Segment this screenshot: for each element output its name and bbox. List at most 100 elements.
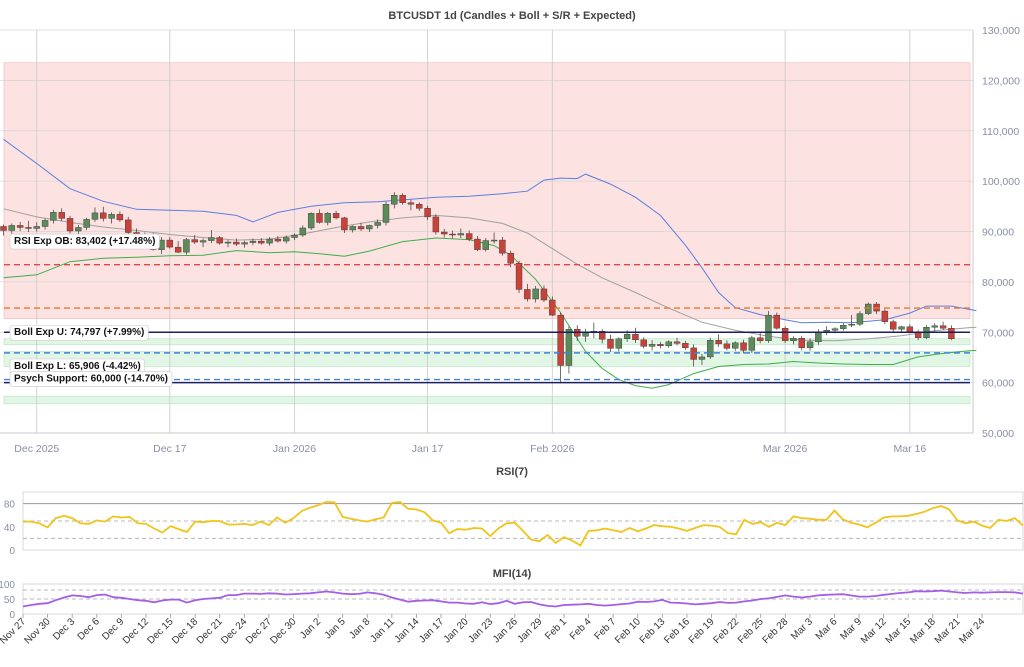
candle: [615, 337, 623, 352]
candle-body-up: [482, 240, 489, 250]
candle-body-down: [781, 328, 789, 342]
candle-body-down: [25, 227, 32, 229]
candle-body-down: [557, 314, 564, 366]
bollinger-lower-line: [3, 237, 977, 389]
candle: [374, 219, 381, 229]
candle: [41, 218, 49, 230]
mfi-x-tick-label: Jan 20: [442, 616, 471, 645]
candle: [116, 211, 124, 222]
candle-body-down: [432, 216, 440, 233]
price-x-tick-label: Dec 17: [153, 443, 186, 455]
candle-body-up: [748, 337, 756, 351]
candle: [865, 302, 872, 316]
candle-body-down: [507, 252, 514, 264]
candle-body-up: [707, 340, 714, 358]
mfi-x-tick-label: Feb 13: [638, 616, 668, 646]
candle-body-up: [208, 237, 215, 241]
candle-body-up: [815, 331, 822, 343]
candle: [216, 236, 223, 245]
price-y-tick-label: 70,000: [982, 327, 1014, 339]
candle: [307, 212, 315, 230]
candle: [266, 237, 273, 246]
mfi-x-tick-label: Feb 28: [761, 616, 791, 646]
annotation-label: Psych Support: 60,000 (-14.70%): [14, 374, 168, 385]
mfi-x-tick-label: Jan 26: [491, 616, 520, 645]
mfi-x-tick-label: Mar 3: [789, 616, 815, 642]
candle-body-down: [773, 314, 780, 329]
candle-body-down: [939, 325, 947, 329]
candle: [524, 283, 531, 302]
resistance-zone-0: [3, 62, 971, 319]
mfi-x-tick-label: Feb 22: [711, 616, 741, 646]
candle: [91, 207, 99, 222]
candle: [224, 240, 232, 248]
candle-body-down: [258, 240, 265, 244]
annotation-label: Boll Exp L: 65,906 (-4.42%): [14, 361, 141, 372]
candle: [632, 327, 639, 343]
rsi-panel-title: RSI(7): [496, 466, 528, 478]
candle-body-down: [499, 239, 506, 254]
candle: [274, 236, 282, 243]
candle-body-up: [291, 234, 298, 238]
candle: [557, 312, 564, 383]
candle: [440, 228, 448, 238]
mfi-x-tick-label: Dec 30: [268, 616, 298, 646]
mfi-x-tick-label: Dec 3: [51, 616, 78, 643]
candle-body-up: [765, 314, 772, 342]
price-x-tick-label: Dec 2025: [14, 443, 59, 455]
mfi-panel-y-tick-label: 100: [0, 580, 15, 591]
candle: [16, 221, 24, 231]
price-y-tick-label: 80,000: [982, 277, 1014, 289]
candle: [0, 224, 7, 236]
candle-body-down: [948, 328, 955, 339]
candle: [773, 312, 780, 330]
candle-body-up: [391, 195, 398, 205]
mfi-x-tick-label: Dec 6: [76, 616, 103, 643]
candle-body-up: [183, 239, 190, 253]
candle-body-up: [33, 226, 40, 229]
candle-body-up: [8, 225, 16, 231]
bollinger-mid-line: [3, 208, 977, 342]
rsi-panel-line: [23, 500, 1024, 547]
candle-body-down: [125, 219, 132, 233]
candle: [416, 202, 423, 211]
candle-body-down: [332, 213, 340, 219]
candle: [241, 240, 248, 248]
candle-body-down: [474, 238, 481, 250]
mfi-x-tick-label: Feb 4: [568, 616, 594, 642]
candle-body-down: [881, 310, 889, 322]
candle: [8, 223, 16, 234]
candle: [790, 336, 797, 345]
candle: [490, 232, 498, 244]
mfi-x-tick-label: Jan 14: [393, 616, 422, 645]
price-y-tick-label: 60,000: [982, 378, 1014, 390]
rsi-panel-y-tick-label: 0: [9, 546, 15, 557]
candle: [465, 230, 473, 242]
bollinger-upper-line: [3, 138, 977, 324]
candle: [341, 216, 348, 234]
price-y-tick-label: 120,000: [982, 75, 1020, 87]
mfi-panel-y-tick-label: 50: [4, 595, 16, 606]
candle: [732, 341, 739, 351]
candle-body-up: [457, 233, 465, 236]
candle-body-down: [632, 334, 639, 341]
mfi-x-tick-label: Dec 12: [121, 616, 151, 646]
price-x-tick-label: Feb 2026: [530, 443, 575, 455]
candle: [183, 238, 190, 255]
candle: [474, 236, 481, 252]
candle: [125, 216, 132, 235]
candle: [482, 238, 489, 252]
candle: [540, 285, 548, 303]
candle-body-down: [798, 338, 805, 349]
candle: [166, 237, 174, 249]
candle-body-up: [732, 342, 739, 349]
candle: [690, 344, 697, 367]
candle: [25, 220, 32, 233]
candle-body-up: [382, 204, 390, 223]
candle: [756, 332, 764, 344]
candle-body-down: [316, 213, 323, 223]
candle: [432, 214, 440, 235]
mfi-x-tick-label: Feb 16: [662, 616, 692, 646]
